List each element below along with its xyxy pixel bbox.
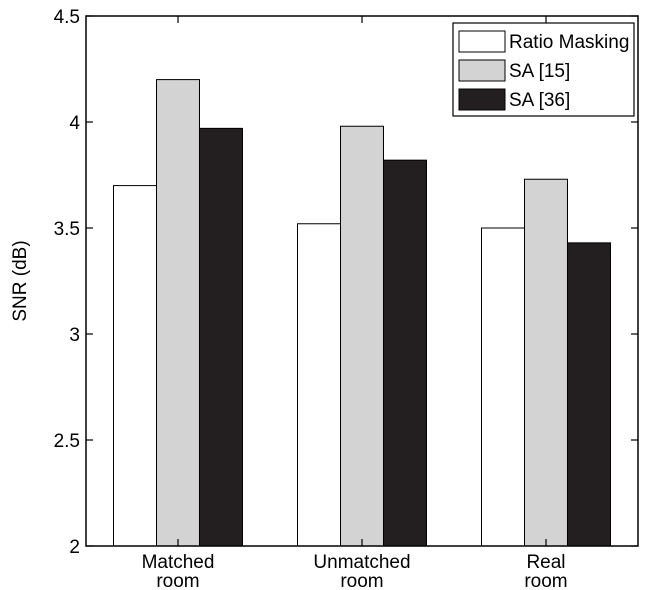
bar-ratio-masking-0 [113,185,157,547]
y-tick-label: 3 [69,325,80,346]
y-axis-label: SNR (dB) [10,240,31,321]
bar-sa-36-1 [383,159,427,547]
legend-swatch [458,88,506,111]
bar-sa-15-1 [340,125,384,547]
legend-label: SA [15] [509,61,570,82]
legend-label: Ratio Masking [509,32,629,53]
x-tick-label: Matched [142,552,215,573]
x-tick-label: Unmatched [313,552,410,573]
y-tick-label: 4.5 [54,7,80,28]
x-tick-label: room [156,571,199,590]
legend-swatch [458,30,506,53]
bar-ratio-masking-1 [297,223,341,547]
bar-ratio-masking-2 [481,227,525,547]
y-tick-label: 4 [69,113,80,134]
legend-label: SA [36] [509,90,570,111]
bars-group [113,79,611,547]
x-tick-label: Real [526,552,565,573]
x-tick-label: room [524,571,567,590]
legend-swatch [458,59,506,82]
y-tick-label: 3.5 [54,219,80,240]
bar-sa-36-2 [567,242,611,547]
bar-sa-15-2 [524,178,568,547]
legend: Ratio Masking SA [15] SA [36] [452,22,635,117]
bar-sa-15-0 [156,79,200,547]
bar-sa-36-0 [199,127,243,547]
y-tick-label: 2.5 [54,431,80,452]
x-tick-label: room [340,571,383,590]
y-tick-label: 2 [69,537,80,558]
y-axis-ticks: 2 2.5 3 3.5 4 4.5 [54,7,638,558]
